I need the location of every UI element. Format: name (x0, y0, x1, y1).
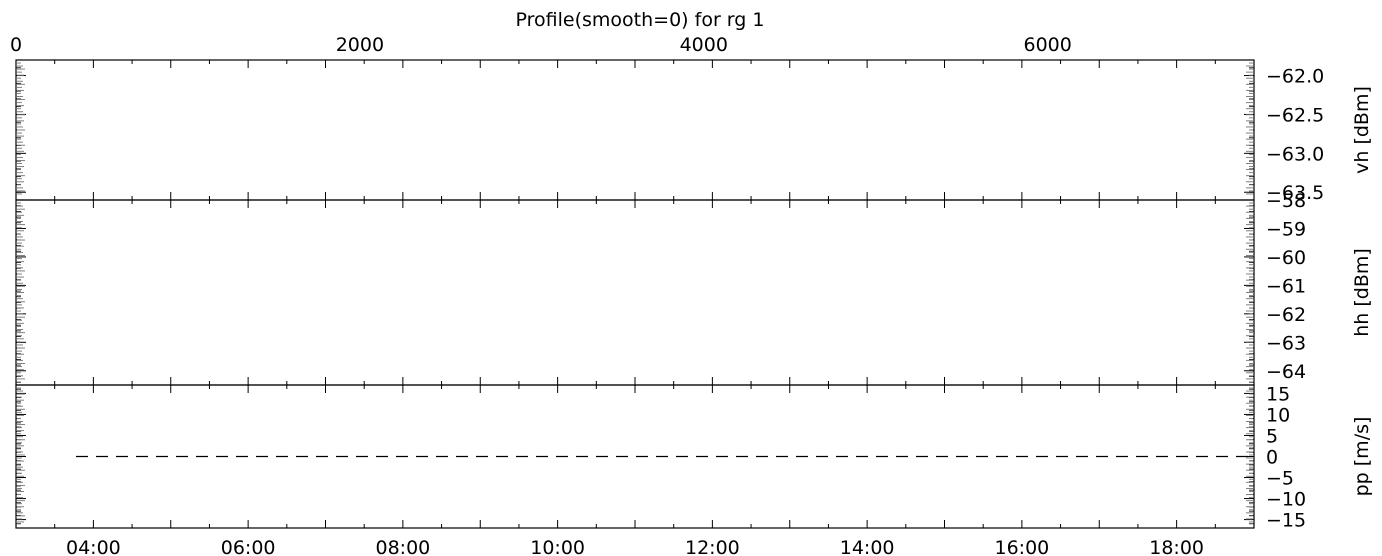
bottom-tick-label: 10:00 (530, 537, 585, 556)
bottom-tick-label: 06:00 (221, 537, 276, 556)
y-tick-label: −63 (1266, 332, 1306, 354)
y-tick-label: −62 (1266, 304, 1306, 326)
bottom-tick-label: 08:00 (375, 537, 430, 556)
y-tick-label: 10 (1266, 404, 1290, 426)
bottom-tick-label: 16:00 (994, 537, 1049, 556)
y-tick-label: −63.5 (1266, 182, 1324, 204)
y-tick-label: −63.0 (1266, 143, 1324, 165)
bottom-tick-label: 14:00 (840, 537, 895, 556)
top-axis: 0 2000 4000 6000 (10, 34, 1072, 56)
y-tick-label: −15 (1266, 510, 1306, 532)
data-band (17, 202, 1253, 380)
y-axis-label: hh [dBm] (1351, 248, 1373, 337)
y-tick-label: −62.0 (1266, 66, 1324, 88)
bottom-tick-label: 18:00 (1149, 537, 1204, 556)
panel-frame (15, 59, 1255, 201)
panel-0: −62.0 −62.5 −63.0 −63.5 vh [dBm] (15, 59, 1373, 204)
bottom-tick-label: 04:00 (66, 537, 121, 556)
top-tick-label: 2000 (336, 34, 384, 56)
chart-title: Profile(smooth=0) for rg 1 (516, 9, 765, 31)
y-tick-label: −60 (1266, 247, 1306, 269)
y-tick-label: 15 (1266, 383, 1290, 405)
top-tick-label: 0 (10, 34, 22, 56)
data-band (17, 62, 1253, 195)
y-tick-label: −62.5 (1266, 104, 1324, 126)
y-tick-label: −5 (1266, 468, 1294, 490)
top-tick-label: 6000 (1023, 34, 1071, 56)
data-band (17, 387, 1253, 523)
panel-1: −58 −59 −60 −61 −62 −63 −64 hh [dBm] (15, 190, 1373, 386)
top-tick-label: 4000 (680, 34, 728, 56)
y-tick-label: −10 (1266, 489, 1306, 511)
y-tick-label: 5 (1266, 425, 1278, 447)
y-tick-label: −64 (1266, 361, 1306, 383)
y-tick-label: −61 (1266, 275, 1306, 297)
y-tick-label: 0 (1266, 447, 1278, 469)
bottom-axis: 04:00 06:00 08:00 10:00 12:00 14:00 16:00 18:00 (66, 537, 1204, 556)
panel-frame (15, 199, 1255, 386)
panels: −62.0 −62.5 −63.0 −63.5 vh [dBm] −58 −59 −60 −61… (15, 59, 1373, 532)
bottom-tick-label: 12:00 (685, 537, 740, 556)
y-tick-label: −59 (1266, 218, 1306, 240)
y-axis-label: vh [dBm] (1351, 86, 1373, 174)
y-axis-label: pp [m/s] (1351, 417, 1373, 497)
y-tick-label: −58 (1266, 190, 1306, 212)
